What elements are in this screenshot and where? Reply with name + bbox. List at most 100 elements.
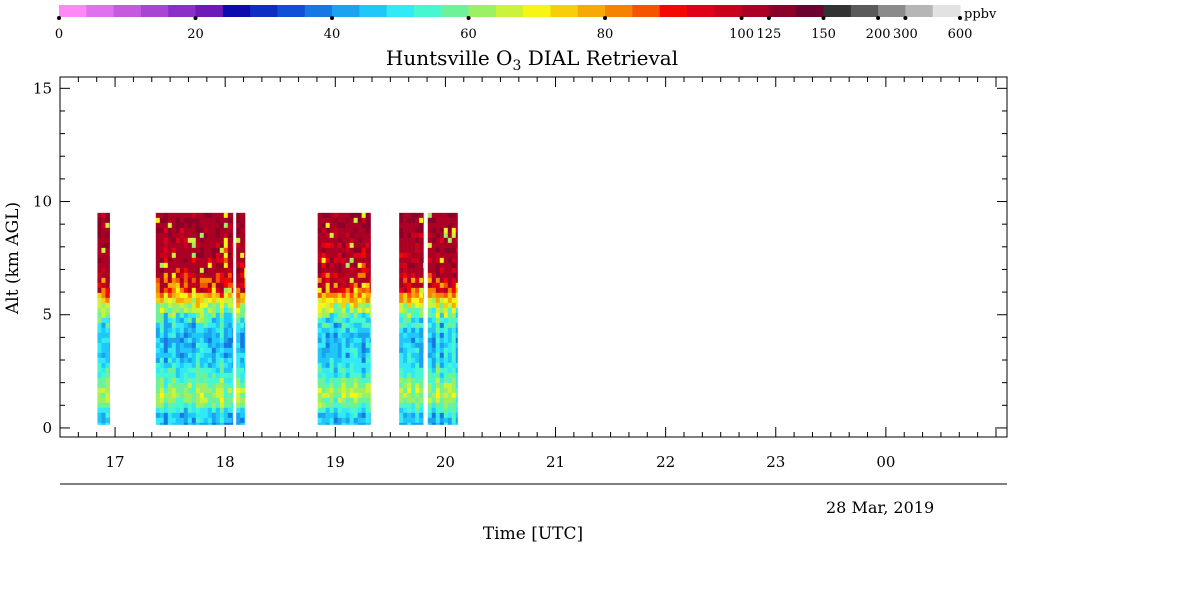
heatmap-cell bbox=[317, 347, 322, 354]
heatmap-cell bbox=[423, 297, 424, 304]
heatmap-cell bbox=[219, 307, 225, 314]
heatmap-cell bbox=[357, 422, 362, 425]
colorbar-swatch bbox=[550, 5, 579, 17]
heatmap-cell bbox=[455, 412, 458, 419]
heatmap-cell bbox=[203, 372, 209, 379]
heatmap-cell bbox=[403, 222, 408, 229]
heatmap-cell bbox=[427, 232, 433, 239]
heatmap-cell bbox=[240, 307, 245, 314]
heatmap-cell bbox=[175, 317, 181, 324]
heatmap-cell bbox=[199, 237, 205, 244]
y-tick-label: 5 bbox=[42, 306, 52, 324]
heatmap-cell bbox=[101, 402, 106, 409]
heatmap-cell bbox=[423, 392, 424, 399]
heatmap-cell bbox=[105, 262, 110, 269]
heatmap-cell bbox=[317, 397, 322, 404]
heatmap-cell bbox=[447, 262, 453, 269]
heatmap-cell bbox=[187, 412, 193, 419]
heatmap-cell bbox=[337, 382, 342, 389]
heatmap-cell bbox=[435, 377, 441, 384]
heatmap-cell bbox=[223, 407, 229, 414]
heatmap-cell bbox=[211, 362, 217, 369]
heatmap-cell bbox=[403, 262, 408, 269]
heatmap-cell bbox=[219, 282, 225, 289]
heatmap-cell bbox=[403, 387, 408, 394]
heatmap-cell bbox=[325, 392, 330, 399]
heatmap-cell bbox=[105, 237, 110, 244]
heatmap-cell bbox=[357, 402, 362, 409]
heatmap-cell bbox=[399, 297, 404, 304]
heatmap-cell bbox=[195, 377, 201, 384]
heatmap-cell bbox=[199, 257, 205, 264]
heatmap-cell bbox=[415, 357, 420, 364]
heatmap-cell bbox=[357, 382, 362, 389]
heatmap-cell bbox=[345, 247, 350, 254]
heatmap-cell bbox=[369, 237, 371, 244]
heatmap-cell bbox=[167, 287, 173, 294]
heatmap-cell bbox=[439, 357, 445, 364]
heatmap-cell bbox=[341, 212, 346, 219]
heatmap-cell bbox=[411, 332, 416, 339]
heatmap-cell bbox=[240, 312, 245, 319]
heatmap-cell bbox=[211, 397, 217, 404]
heatmap-cell bbox=[365, 312, 370, 319]
heatmap-cell bbox=[443, 297, 449, 304]
heatmap-cell bbox=[399, 407, 404, 414]
heatmap-cell bbox=[179, 422, 185, 425]
heatmap-cell bbox=[97, 287, 102, 294]
heatmap-cell bbox=[333, 292, 338, 299]
heatmap-cell bbox=[203, 342, 209, 349]
heatmap-cell bbox=[411, 272, 416, 279]
heatmap-cell bbox=[423, 362, 424, 369]
heatmap-cell bbox=[435, 342, 441, 349]
heatmap-cell bbox=[179, 247, 185, 254]
heatmap-cell bbox=[415, 317, 420, 324]
heatmap-cell bbox=[329, 287, 334, 294]
heatmap-cell bbox=[329, 407, 334, 414]
heatmap-cell bbox=[101, 217, 106, 224]
heatmap-cell bbox=[207, 407, 213, 414]
heatmap-cell bbox=[97, 387, 102, 394]
colorbar-tick-label: 60 bbox=[460, 27, 477, 42]
heatmap-cell bbox=[207, 242, 213, 249]
heatmap-cell bbox=[341, 262, 346, 269]
heatmap-cell bbox=[333, 352, 338, 359]
heatmap-cell bbox=[361, 362, 366, 369]
heatmap-cell bbox=[369, 297, 371, 304]
heatmap-cell bbox=[317, 282, 322, 289]
heatmap-cell bbox=[215, 212, 221, 219]
heatmap-cell bbox=[155, 232, 161, 239]
heatmap-cell bbox=[240, 232, 245, 239]
heatmap-cell bbox=[223, 417, 229, 424]
heatmap-cell bbox=[403, 317, 408, 324]
heatmap-cell bbox=[183, 337, 189, 344]
heatmap-cell bbox=[191, 297, 197, 304]
heatmap-cell bbox=[155, 312, 161, 319]
heatmap-cell bbox=[403, 362, 408, 369]
heatmap-cell bbox=[349, 347, 354, 354]
heatmap-cell bbox=[447, 417, 453, 424]
heatmap-cell bbox=[195, 222, 201, 229]
heatmap-cell bbox=[211, 377, 217, 384]
heatmap-cell bbox=[333, 362, 338, 369]
heatmap-cell bbox=[419, 347, 424, 354]
heatmap-cell bbox=[227, 302, 233, 309]
heatmap-cell bbox=[195, 412, 201, 419]
heatmap-cell bbox=[223, 217, 229, 224]
heatmap-cell bbox=[101, 302, 106, 309]
heatmap-cell bbox=[399, 237, 404, 244]
heatmap-cell bbox=[171, 312, 177, 319]
heatmap-cell bbox=[365, 357, 370, 364]
heatmap-cell bbox=[337, 352, 342, 359]
heatmap-cell bbox=[219, 297, 225, 304]
heatmap-cell bbox=[353, 272, 358, 279]
heatmap-cell bbox=[435, 282, 441, 289]
heatmap-cell bbox=[357, 277, 362, 284]
heatmap-cell bbox=[353, 217, 358, 224]
heatmap-cell bbox=[365, 407, 370, 414]
heatmap-cell bbox=[407, 307, 412, 314]
heatmap-cell bbox=[337, 242, 342, 249]
heatmap-cell bbox=[357, 282, 362, 289]
heatmap-cell bbox=[411, 337, 416, 344]
heatmap-cell bbox=[171, 367, 177, 374]
